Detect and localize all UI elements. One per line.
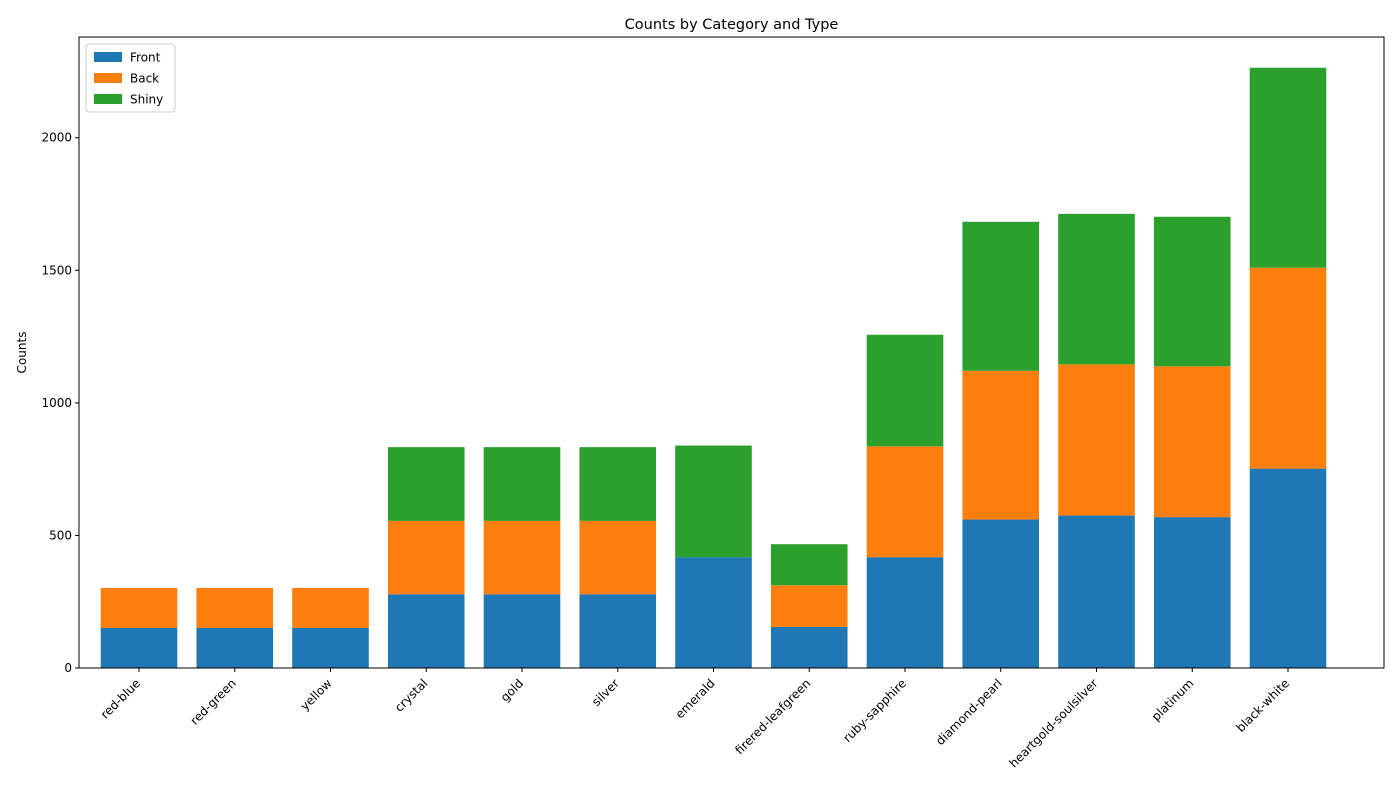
bar-front-gold: [483, 594, 561, 668]
x-tick-label: emerald: [673, 676, 718, 721]
bar-front-ruby-sapphire: [866, 557, 944, 668]
x-tick-label: firered-leafgreen: [732, 676, 813, 757]
x-tick-label: diamond-pearl: [933, 676, 1005, 748]
bars-layer: [100, 67, 1327, 668]
bar-front-firered-leafgreen: [770, 626, 848, 668]
bar-shiny-ruby-sapphire: [866, 334, 944, 447]
bar-shiny-gold: [483, 447, 561, 521]
bar-shiny-firered-leafgreen: [770, 544, 848, 586]
y-tick-label: 500: [49, 528, 72, 542]
bar-front-silver: [579, 594, 657, 668]
x-tick-label: platinum: [1149, 676, 1197, 724]
bar-back-red-blue: [100, 587, 178, 628]
bar-back-diamond-pearl: [962, 370, 1040, 520]
bar-back-firered-leafgreen: [770, 585, 848, 627]
bar-front-diamond-pearl: [962, 519, 1040, 668]
x-tick-label: red-green: [187, 676, 238, 727]
bar-front-red-green: [196, 627, 274, 668]
bar-front-crystal: [387, 594, 465, 668]
y-axis-label: Counts: [15, 332, 29, 374]
x-tick-label: silver: [589, 676, 622, 709]
y-tick-label: 0: [64, 661, 72, 675]
legend-swatch-back: [94, 73, 122, 83]
bar-front-black-white: [1249, 468, 1327, 668]
legend-label-back: Back: [130, 72, 159, 86]
bar-back-red-green: [196, 587, 274, 628]
bar-back-crystal: [387, 520, 465, 595]
x-tick-label: black-white: [1233, 676, 1292, 735]
bar-back-heartgold-soulsilver: [1058, 364, 1135, 516]
bar-back-platinum: [1153, 366, 1231, 518]
bar-front-red-blue: [100, 627, 178, 668]
legend-swatch-front: [94, 52, 122, 62]
bar-shiny-diamond-pearl: [962, 221, 1040, 371]
y-tick-label: 1500: [41, 263, 72, 277]
bar-shiny-black-white: [1249, 67, 1327, 268]
chart-title: Counts by Category and Type: [625, 17, 839, 33]
bar-back-gold: [483, 520, 561, 595]
bar-front-yellow: [292, 627, 369, 668]
bar-front-emerald: [675, 557, 752, 668]
legend-label-shiny: Shiny: [130, 93, 163, 107]
bar-shiny-emerald: [675, 445, 752, 558]
legend: Front Back Shiny: [85, 43, 176, 113]
legend-swatch-shiny: [94, 94, 122, 104]
bar-back-yellow: [292, 587, 369, 628]
y-tick-label: 1000: [41, 396, 72, 410]
x-tick-label: ruby-sapphire: [840, 676, 909, 745]
x-tick-label: gold: [498, 676, 526, 704]
x-tick-label: yellow: [298, 676, 335, 713]
bar-shiny-platinum: [1153, 216, 1231, 367]
legend-label-front: Front: [130, 51, 161, 65]
bar-back-black-white: [1249, 267, 1327, 469]
bar-back-silver: [579, 520, 657, 595]
bar-back-ruby-sapphire: [866, 446, 944, 558]
bar-shiny-heartgold-soulsilver: [1058, 213, 1135, 365]
bar-shiny-silver: [579, 447, 657, 521]
x-tick-label: red-blue: [98, 676, 143, 721]
x-tick-label: heartgold-soulsilver: [1007, 676, 1101, 770]
plot-frame: [78, 36, 1385, 669]
x-tick-label: crystal: [392, 676, 430, 714]
y-tick-label: 2000: [41, 131, 72, 145]
bar-front-platinum: [1153, 517, 1231, 668]
bar-front-heartgold-soulsilver: [1058, 515, 1135, 668]
bar-shiny-crystal: [387, 447, 465, 521]
